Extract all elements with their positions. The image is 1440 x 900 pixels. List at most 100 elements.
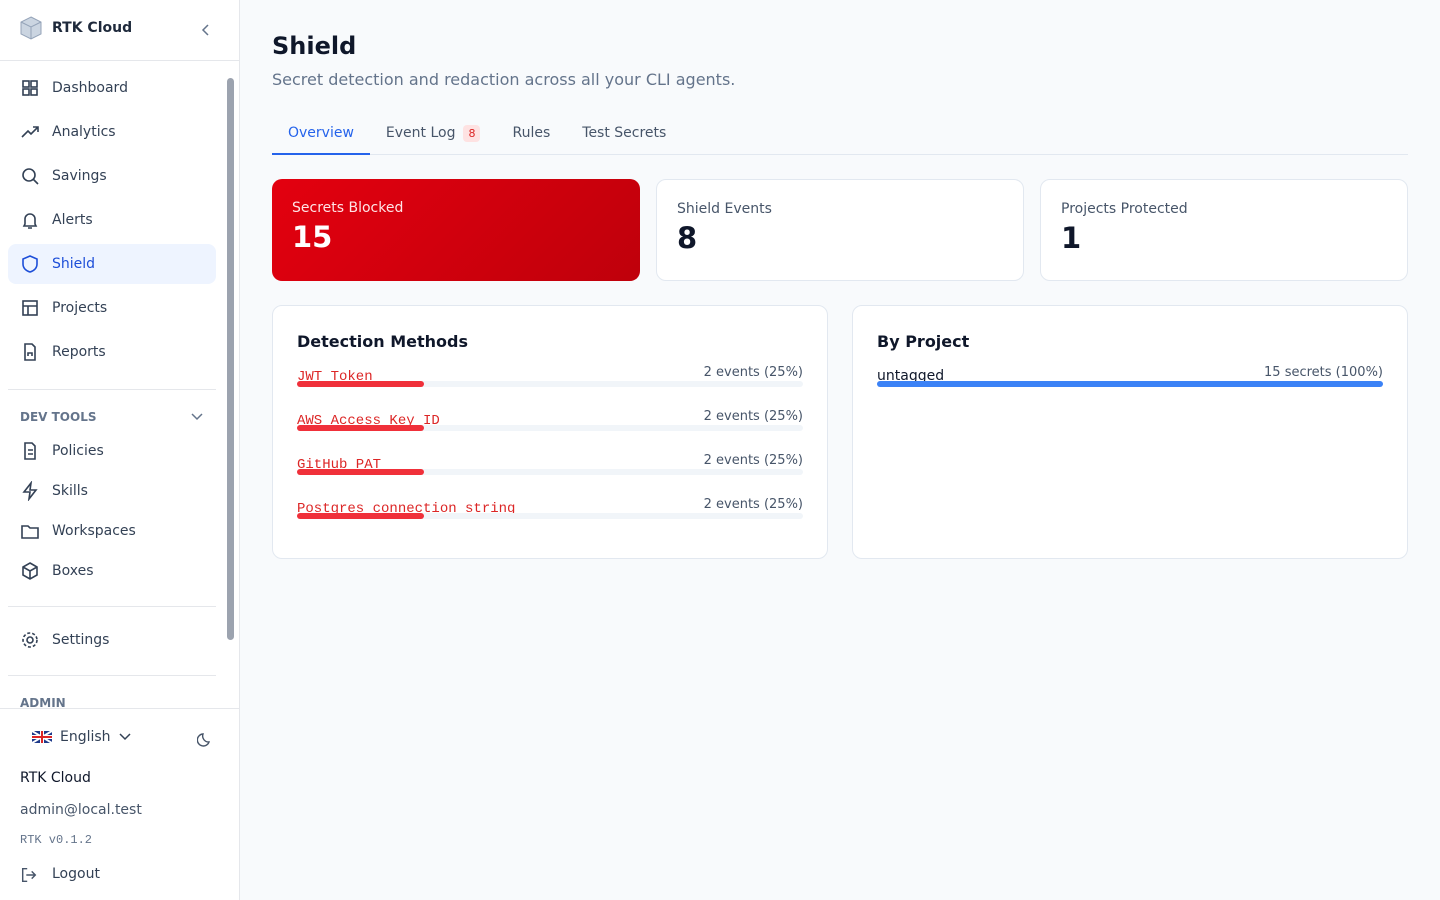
stat-value: 8 <box>677 221 698 255</box>
tab[interactable]: Overview <box>272 112 370 155</box>
logout[interactable]: Logout <box>20 866 100 884</box>
version: RTK v0.1.2 <box>20 833 93 847</box>
bar <box>297 513 424 519</box>
nav-icon <box>22 168 39 185</box>
sidebar-footer: English RTK Cloud admin@local.test RTK v… <box>0 708 239 900</box>
row: GitHub PAT 2 events (25%) <box>297 453 803 497</box>
bar <box>297 469 424 475</box>
brand[interactable]: RTK Cloud <box>20 16 132 40</box>
nav-item[interactable]: Policies <box>8 431 216 471</box>
nav-label: Reports <box>52 344 106 360</box>
nav-icon <box>21 525 39 539</box>
nav-item[interactable]: Shield <box>8 244 216 284</box>
nav-item[interactable]: Dashboard <box>8 68 216 108</box>
nav-icon <box>21 126 39 138</box>
stat-label: Secrets Blocked <box>292 200 404 216</box>
row-count: 2 events (25%) <box>703 453 803 468</box>
bar-track <box>297 425 803 431</box>
row: untagged 15 secrets (100%) <box>877 365 1383 409</box>
nav-item[interactable]: Reports <box>8 332 216 372</box>
nav-label: Skills <box>52 483 88 499</box>
tab-label: Test Secrets <box>582 125 667 141</box>
tab-label: Event Log <box>385 125 456 141</box>
bar-track <box>297 381 803 387</box>
nav-label: Shield <box>52 256 96 272</box>
divider <box>8 675 216 676</box>
panel-title: By Project <box>877 332 970 351</box>
logout-label: Logout <box>52 866 100 882</box>
row: AWS Access Key ID 2 events (25%) <box>297 409 803 453</box>
tab[interactable]: Event Log 8 <box>370 112 497 155</box>
language: English <box>60 729 111 745</box>
tab-badge: 8 <box>463 125 481 142</box>
stat-card: Secrets Blocked 15 <box>272 179 640 281</box>
nav-icon <box>22 255 38 273</box>
tabs: Overview Event Log 8 Rules Test Secrets <box>272 112 1408 155</box>
section-toggle[interactable] <box>190 412 204 422</box>
row-count: 2 events (25%) <box>703 365 803 380</box>
nav-item[interactable]: Boxes <box>8 551 216 591</box>
divider <box>8 389 216 390</box>
scrollbar[interactable] <box>227 78 234 640</box>
nav-label: Workspaces <box>52 523 136 539</box>
nav-label: Boxes <box>52 563 94 579</box>
nav-icon <box>22 80 38 96</box>
bar-track <box>297 513 803 519</box>
tab[interactable]: Rules <box>496 112 566 155</box>
row-count: 2 events (25%) <box>703 497 803 512</box>
bar <box>297 425 424 431</box>
nav-item[interactable]: Alerts <box>8 200 216 240</box>
divider <box>0 60 239 61</box>
row-count: 15 secrets (100%) <box>1264 365 1383 380</box>
row-count: 2 events (25%) <box>703 409 803 424</box>
page-subtitle: Secret detection and redaction across al… <box>272 70 736 89</box>
logo <box>20 16 42 40</box>
nav-label: Projects <box>52 300 108 316</box>
nav-icon <box>22 562 38 580</box>
project-panel: By Project untagged 15 secrets (100%) <box>852 305 1408 559</box>
email: admin@local.test <box>20 802 142 818</box>
nav-item[interactable]: Skills <box>8 471 216 511</box>
row: JWT Token 2 events (25%) <box>297 365 803 409</box>
stat-card: Projects Protected 1 <box>1040 179 1408 281</box>
bar <box>297 381 424 387</box>
nav-label: Policies <box>52 443 104 459</box>
tab-label: Overview <box>288 125 354 141</box>
language-select[interactable]: English <box>32 729 131 745</box>
stat-value: 1 <box>1061 221 1082 255</box>
tab-label: Rules <box>512 125 551 141</box>
bar-track <box>877 381 1383 387</box>
nav-icon <box>22 213 38 229</box>
row: Postgres connection string 2 events (25%) <box>297 497 803 541</box>
nav-icon <box>24 442 36 460</box>
divider <box>8 606 216 607</box>
nav-icon <box>22 300 38 316</box>
nav-item[interactable]: Savings <box>8 156 216 196</box>
nav-item[interactable]: Settings <box>8 620 216 660</box>
flag <box>32 731 52 743</box>
bar <box>877 381 1383 387</box>
row-name: untagged <box>877 368 945 384</box>
stat-value: 15 <box>292 220 333 254</box>
stat-card: Shield Events 8 <box>656 179 1024 281</box>
stat-label: Shield Events <box>677 201 772 217</box>
nav-icon <box>24 343 36 361</box>
theme-toggle[interactable] <box>197 731 213 747</box>
nav-icon <box>22 481 38 501</box>
nav-label: Alerts <box>52 212 93 228</box>
nav-label: Dashboard <box>52 80 128 96</box>
org-name: RTK Cloud <box>20 770 91 786</box>
tab[interactable]: Test Secrets <box>566 112 682 155</box>
bar-track <box>297 469 803 475</box>
section-title[interactable]: DEV TOOLS <box>20 410 97 424</box>
sidebar: RTK Cloud DEV TOOLS Settings ADMIN Engli… <box>0 0 240 900</box>
collapse-button[interactable] <box>200 22 212 38</box>
detection-panel: Detection Methods JWT Token 2 events (25%)… <box>272 305 828 559</box>
nav-item[interactable]: Workspaces <box>8 511 216 551</box>
nav-item[interactable]: Projects <box>8 288 216 328</box>
nav-label: Savings <box>52 168 107 184</box>
stat-label: Projects Protected <box>1061 201 1188 217</box>
nav-item[interactable]: Analytics <box>8 112 216 152</box>
panel-title: Detection Methods <box>297 332 468 351</box>
nav-label: Analytics <box>52 124 116 140</box>
